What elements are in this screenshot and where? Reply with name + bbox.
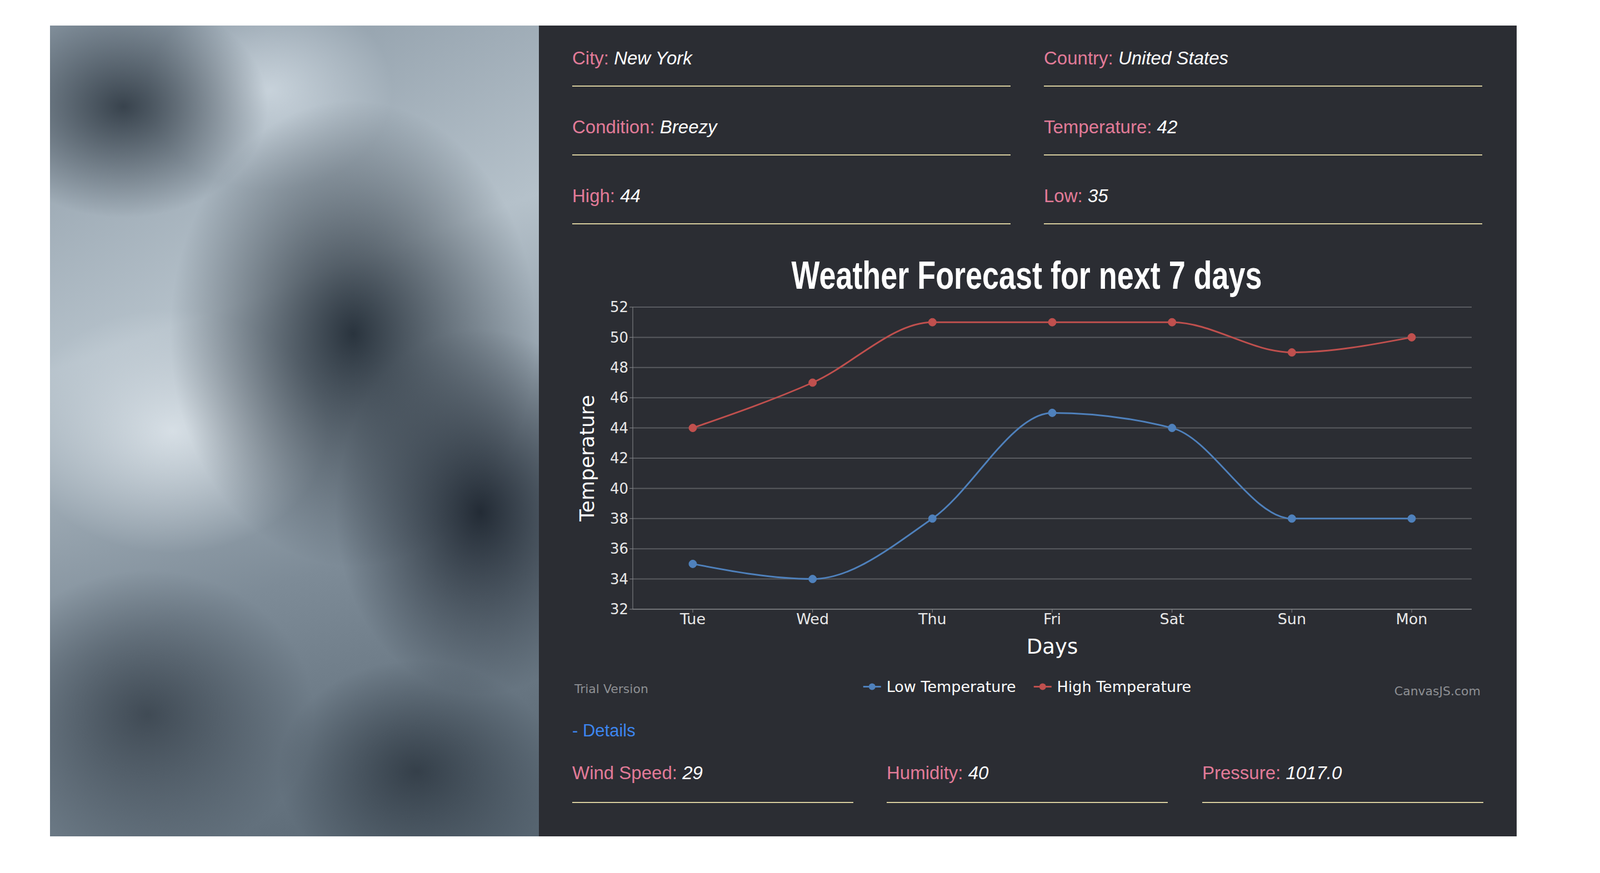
html-text:Condition: Breezy: Condition: Breezy (572, 116, 717, 138)
svg-text:Sun: Sun (1277, 610, 1307, 628)
svg-text:42: 42 (610, 450, 629, 467)
svg-text:36: 36 (610, 540, 629, 558)
svg-text:52: 52 (610, 298, 629, 316)
svg-text:38: 38 (610, 510, 629, 528)
html-text:Country: United States: Country: United States (1043, 47, 1229, 69)
html-text:Trial Version: Trial Version (574, 682, 649, 697)
html-text:High Temperature: High Temperature (1057, 678, 1192, 696)
svg-text:Wed: Wed (796, 610, 829, 628)
html-text:Low: 35: Low: 35 (1043, 185, 1109, 207)
svg-text:48: 48 (610, 359, 629, 377)
svg-text:34: 34 (610, 571, 629, 588)
html-text:City: New York: City: New York (572, 47, 693, 69)
svg-text:Sat: Sat (1160, 610, 1185, 628)
html-text:Wind Speed: 29: Wind Speed: 29 (572, 762, 703, 784)
svg-text:Weather Forecast for next 7 da: Weather Forecast for next 7 days (791, 253, 1263, 298)
svg-text:46: 46 (610, 389, 629, 407)
svg-text:50: 50 (610, 329, 629, 347)
svg-text:44: 44 (610, 420, 629, 437)
svg-text:Thu: Thu (917, 610, 947, 628)
svg-text:Fri: Fri (1043, 610, 1062, 628)
html-text:Low Temperature: Low Temperature (886, 678, 1016, 696)
html-text:- Details: - Details (572, 721, 636, 741)
html-text:Temperature: 42: Temperature: 42 (1043, 116, 1178, 138)
svg-text:Tue: Tue (679, 610, 706, 628)
html-text:High: 44: High: 44 (572, 185, 641, 207)
svg-text:32: 32 (610, 601, 629, 618)
svg-text:Days: Days (1026, 635, 1078, 659)
html-text:Humidity: 40: Humidity: 40 (886, 762, 989, 784)
svg-text:40: 40 (610, 480, 629, 498)
html-text:Temperature: Temperature (575, 395, 599, 522)
svg-text:Mon: Mon (1396, 610, 1428, 628)
html-text:Pressure: 1017.0: Pressure: 1017.0 (1202, 762, 1342, 784)
html-text:CanvasJS.com: CanvasJS.com (1394, 684, 1481, 699)
